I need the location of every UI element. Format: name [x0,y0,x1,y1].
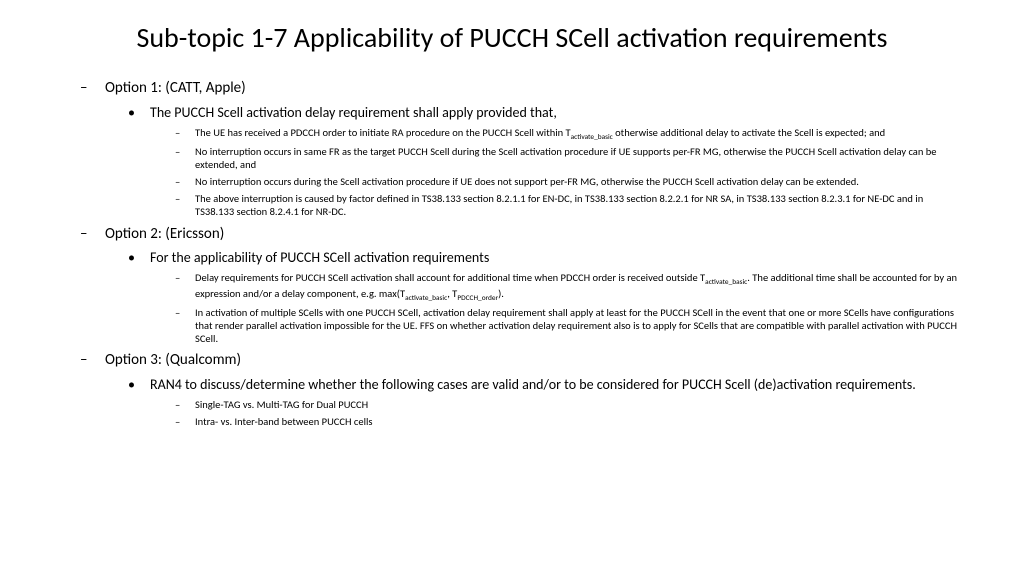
option-3-main: RAN4 to discuss/determine whether the fo… [150,376,974,394]
option-1-main: The PUCCH Scell activation delay require… [150,104,974,122]
option-3-sub-2: Intra- vs. Inter-band between PUCCH cell… [195,415,959,428]
option-3-sub-1: Single-TAG vs. Multi-TAG for Dual PUCCH [195,398,959,411]
option-1-head: Option 1: (CATT, Apple) [105,79,974,99]
slide-title: Sub-topic 1-7 Applicability of PUCCH SCe… [50,20,974,55]
option-1-sub-4: The above interruption is caused by fact… [195,192,959,218]
option-2-sub-1: Delay requirements for PUCCH SCell activ… [195,271,959,302]
option-3-head: Option 3: (Qualcomm) [105,351,974,371]
option-2-head: Option 2: (Ericsson) [105,225,974,245]
option-1-sub-3: No interruption occurs during the Scell … [195,175,959,188]
option-1-sub-2: No interruption occurs in same FR as the… [195,145,959,171]
option-2-main: For the applicability of PUCCH SCell act… [150,249,974,267]
option-2-sub-2: In activation of multiple SCells with on… [195,306,959,345]
option-1-sub-1: The UE has received a PDCCH order to ini… [195,126,959,141]
